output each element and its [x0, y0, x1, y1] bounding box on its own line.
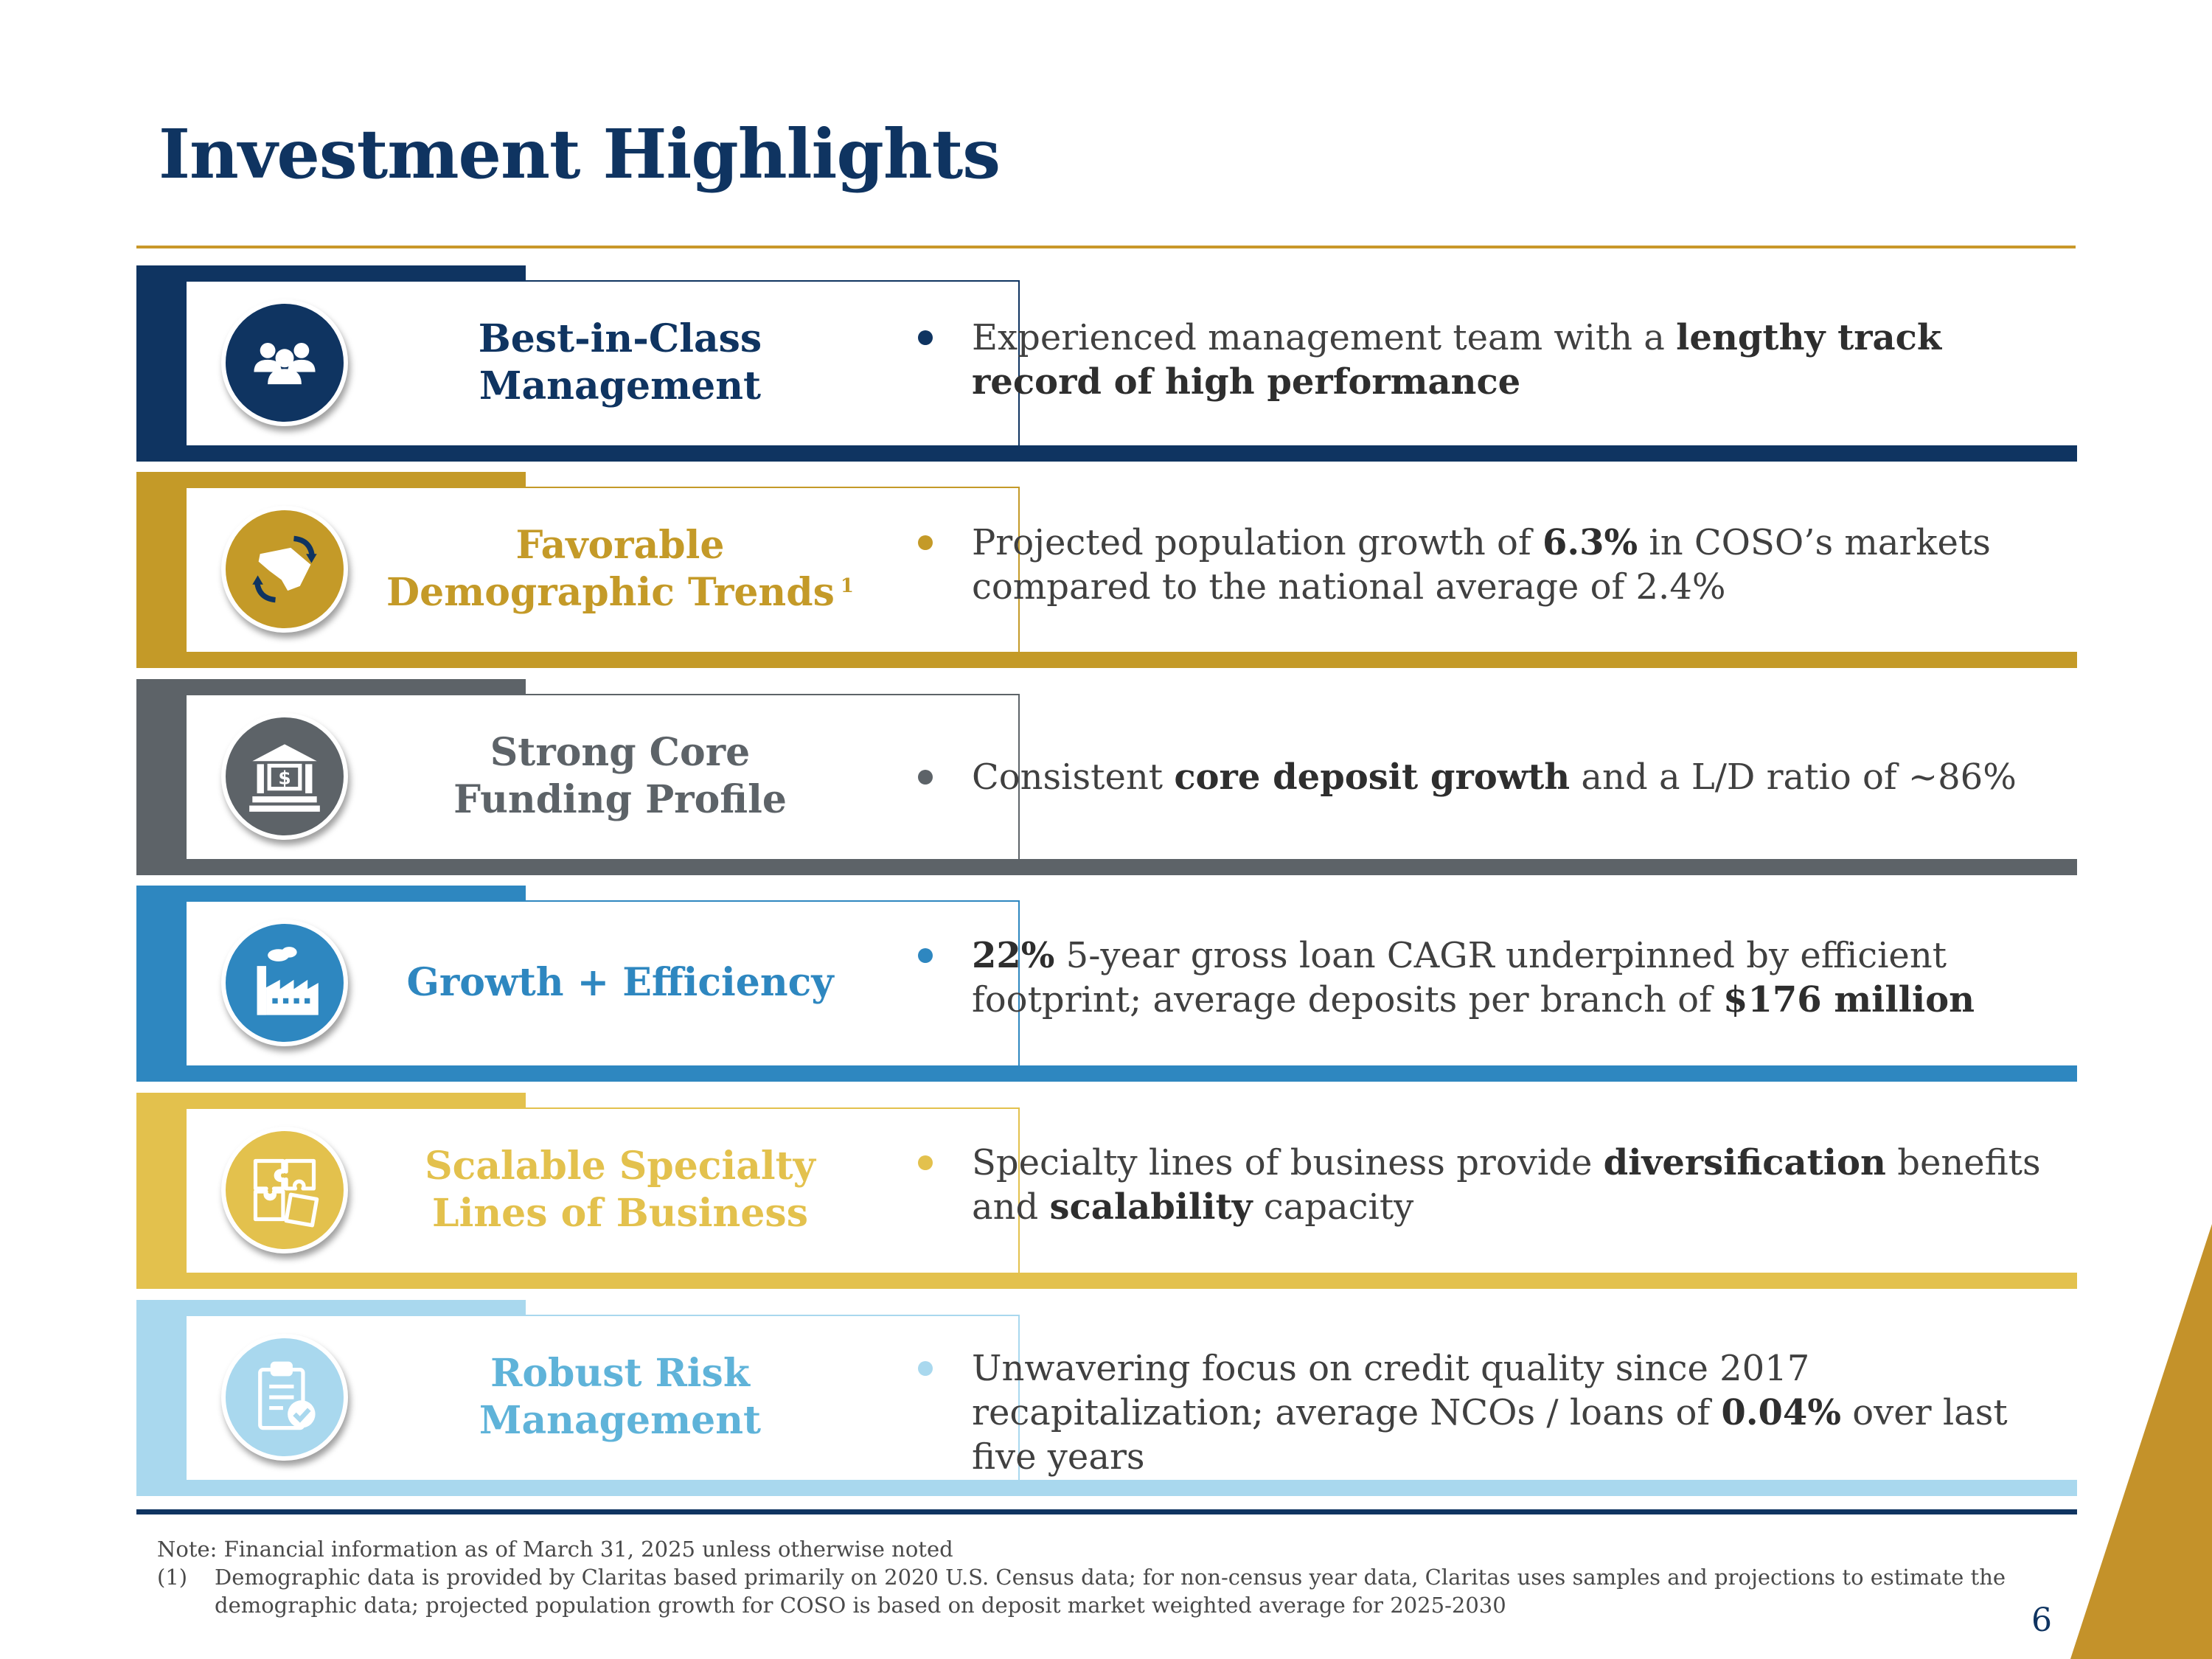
highlight-row: Best-in-Class Management Experienced manag… — [136, 265, 2077, 462]
description-text: Projected population growth of — [972, 522, 1543, 563]
footnote-1: (1) Demographic data is provided by Clar… — [157, 1563, 2015, 1619]
emphasis-text: 22% — [972, 935, 1055, 976]
row-title-line: Strong Core — [490, 730, 751, 775]
description-text: Experienced management team with a — [972, 317, 1677, 358]
financial-note: Note: Financial information as of March … — [157, 1537, 953, 1562]
row-left-bar — [136, 265, 187, 462]
row-title: Strong Core Funding Profile — [350, 694, 890, 859]
description-text: 5-year gross loan CAGR underpinned by ef… — [972, 935, 1947, 1020]
people-icon — [221, 299, 348, 426]
factory-icon — [221, 919, 348, 1046]
row-bottom-bar — [136, 652, 2077, 668]
row-description: Projected population growth of 6.3% in C… — [972, 521, 2070, 609]
row-title-line: Management — [479, 364, 762, 408]
bullet-dot — [918, 330, 933, 345]
row-bottom-bar — [136, 859, 2077, 875]
emphasis-text: 6.3% — [1542, 522, 1638, 563]
row-description: Specialty lines of business provide dive… — [972, 1141, 2070, 1229]
row-title-line: Scalable Specialty — [425, 1144, 815, 1189]
emphasis-text: lengthy track record of high performance — [972, 317, 1942, 403]
footnotes: Note: Financial information as of March … — [157, 1535, 2015, 1619]
row-left-bar — [136, 1093, 187, 1289]
page-title: Investment Highlights — [159, 114, 1001, 194]
description-text: Consistent — [972, 757, 1175, 798]
row-label-box — [187, 280, 1020, 445]
row-title: Robust Risk Management — [350, 1315, 890, 1480]
description-text: in COSO’s markets compared to the nation… — [972, 522, 1991, 608]
footnote-text: Demographic data is provided by Claritas… — [215, 1565, 2006, 1618]
row-bottom-bar — [136, 445, 2077, 462]
description-text: benefits and — [972, 1142, 2041, 1228]
emphasis-text: core deposit growth — [1174, 757, 1571, 798]
emphasis-text: diversification — [1603, 1142, 1886, 1183]
row-description: Experienced management team with a lengt… — [972, 316, 2070, 404]
emphasis-text: scalability — [1049, 1186, 1253, 1228]
row-title-line: Growth + Efficiency — [406, 960, 834, 1005]
row-title-line: Lines of Business — [432, 1191, 808, 1236]
row-title-line: Best-in-Class — [478, 316, 762, 361]
row-title: Scalable Specialty Lines of Business — [350, 1107, 890, 1273]
highlight-row: Growth + Efficiency 22% 5-year gross loan… — [136, 886, 2077, 1082]
gold-corner-triangle — [2070, 1224, 2212, 1659]
bullet-dot — [918, 535, 933, 550]
state-map-arrows-icon — [221, 506, 348, 633]
page-number: 6 — [2031, 1601, 2052, 1639]
row-bottom-bar — [136, 1065, 2077, 1082]
row-title: Best-in-Class Management — [350, 280, 890, 445]
footnote-marker: 1 — [840, 574, 854, 597]
bullet-dot — [918, 948, 933, 963]
description-text: Specialty lines of business provide — [972, 1142, 1604, 1183]
row-title-line: Demographic Trends 1 — [386, 570, 854, 615]
row-title-line: Management — [479, 1398, 762, 1443]
highlight-row: Scalable Specialty Lines of Business Speci… — [136, 1093, 2077, 1289]
row-title-line: Robust Risk — [490, 1351, 750, 1396]
bullet-dot — [918, 770, 933, 785]
row-title-line: Funding Profile — [453, 777, 787, 822]
bottom-divider — [136, 1509, 2077, 1514]
row-description: 22% 5-year gross loan CAGR underpinned b… — [972, 933, 2070, 1022]
row-title-line: Favorable — [515, 523, 725, 568]
row-left-bar — [136, 472, 187, 668]
description-text: over last five years — [972, 1392, 2008, 1478]
row-description: Consistent core deposit growth and a L/D… — [972, 755, 2070, 799]
footnote-number: (1) — [157, 1565, 188, 1590]
highlight-row: Favorable Demographic Trends 1 Projected po… — [136, 472, 2077, 668]
title-divider — [136, 246, 2076, 248]
description-text: Unwavering focus on credit quality since… — [972, 1348, 1810, 1433]
bullet-dot — [918, 1155, 933, 1170]
row-bottom-bar — [136, 1480, 2077, 1496]
row-title: Growth + Efficiency — [350, 900, 890, 1065]
description-text: and a L/D ratio of ~86% — [1570, 757, 2017, 798]
bank-icon: $ — [221, 713, 348, 840]
emphasis-text: $176 million — [1723, 979, 1975, 1020]
row-description: Unwavering focus on credit quality since… — [972, 1346, 2070, 1479]
row-left-bar — [136, 1300, 187, 1496]
row-title: Favorable Demographic Trends 1 — [350, 487, 890, 652]
clipboard-check-icon — [221, 1334, 348, 1461]
description-text: capacity — [1252, 1186, 1414, 1228]
row-left-bar — [136, 886, 187, 1082]
puzzle-icon — [221, 1127, 348, 1253]
emphasis-text: 0.04% — [1721, 1392, 1841, 1433]
row-left-bar — [136, 679, 187, 875]
highlight-row: Robust Risk Management Unwavering focus on… — [136, 1300, 2077, 1496]
bullet-dot — [918, 1361, 933, 1376]
svg-text:$: $ — [278, 767, 291, 788]
highlight-row: $ Strong Core Funding Profile Consistent co… — [136, 679, 2077, 875]
row-bottom-bar — [136, 1273, 2077, 1289]
